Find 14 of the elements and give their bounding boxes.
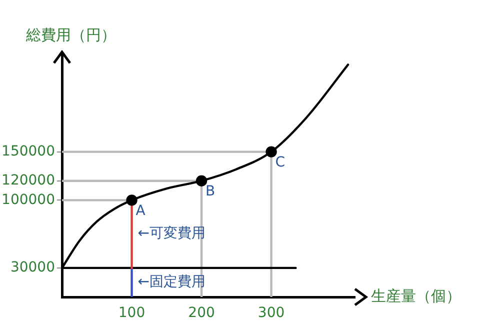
x-tick-label: 100 bbox=[118, 305, 146, 322]
x-axis-title: 生産量（個） bbox=[371, 286, 461, 305]
annotation: ←可変費用 bbox=[138, 226, 206, 242]
x-tick-label: 200 bbox=[188, 305, 215, 322]
annotation: ←固定費用 bbox=[138, 274, 206, 290]
annotation: B bbox=[206, 183, 216, 200]
annotation: C bbox=[275, 154, 286, 170]
y-tick-label: 100000 bbox=[2, 192, 55, 208]
y-tick-label: 30000 bbox=[10, 260, 55, 276]
y-tick-label: 120000 bbox=[2, 172, 55, 188]
y-tick-label: 150000 bbox=[2, 143, 55, 160]
annotation: A bbox=[136, 202, 146, 219]
x-tick-label: 300 bbox=[258, 305, 285, 322]
y-axis-title: 総費用（円） bbox=[25, 26, 116, 44]
